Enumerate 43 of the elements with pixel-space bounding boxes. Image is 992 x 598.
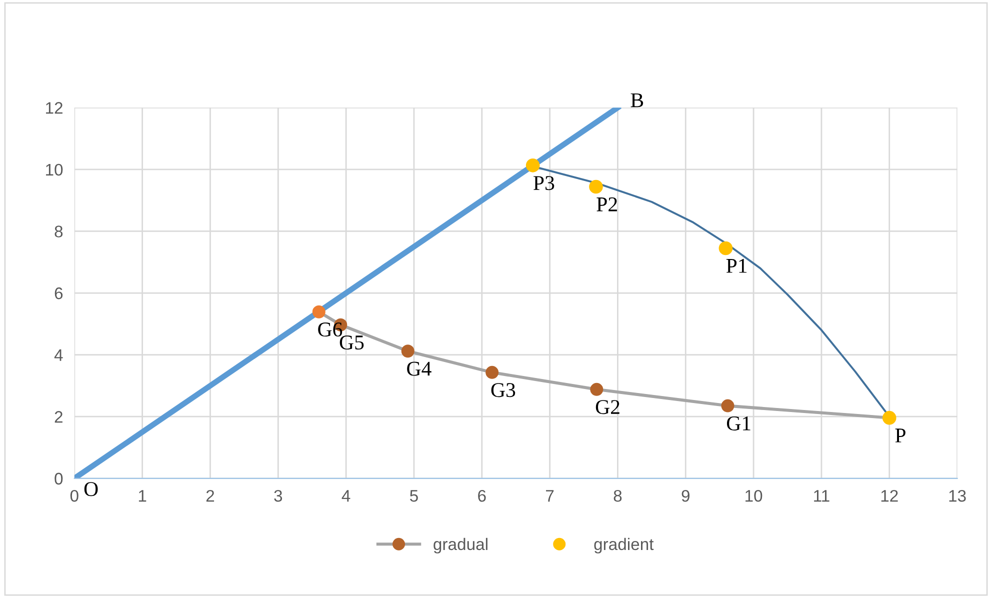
- annotation: G4: [407, 362, 432, 376]
- annotation: G3: [491, 383, 516, 398]
- x-tick-label: 4: [342, 490, 350, 502]
- x-tick-label: 12: [881, 490, 898, 502]
- annotation: O: [84, 482, 98, 496]
- point: [401, 344, 414, 358]
- annotation: P: [895, 428, 906, 442]
- x-tick-label: 1: [138, 490, 146, 502]
- x-tick-label: 6: [478, 490, 486, 502]
- x-tick-label: 10: [746, 490, 762, 502]
- annotation: P2: [596, 197, 617, 212]
- x-tick-label: 13: [949, 490, 966, 502]
- y-tick-label: 6: [54, 287, 63, 300]
- annotation: G6: [318, 322, 342, 337]
- y-tick-label: 10: [46, 164, 63, 176]
- y-tick-label: 8: [54, 226, 63, 238]
- x-tick-label: 8: [614, 490, 622, 502]
- point: [589, 180, 603, 194]
- legend-label: gradual: [434, 538, 488, 554]
- point: [312, 305, 326, 318]
- legend-label: gradient: [594, 538, 654, 554]
- x-tick-label: 7: [546, 490, 554, 502]
- annotation: P1: [726, 258, 747, 273]
- y-tick-label: 12: [46, 102, 62, 114]
- y-tick-label: 0: [54, 472, 63, 485]
- annotation: G5: [340, 336, 364, 350]
- x-tick-label: 11: [814, 490, 830, 502]
- point: [718, 241, 733, 256]
- annotation: B: [630, 93, 644, 108]
- x-tick-label: 0: [70, 490, 78, 502]
- annotation: G2: [596, 400, 620, 414]
- y-tick-label: 4: [54, 349, 63, 361]
- point: [486, 366, 499, 379]
- annotation: G1: [726, 416, 750, 430]
- x-tick-label: 5: [410, 490, 418, 502]
- x-tick-label: 2: [206, 490, 214, 502]
- point: [590, 382, 604, 396]
- point: [721, 399, 734, 412]
- y-tick-label: 2: [54, 411, 62, 423]
- point: [526, 158, 540, 172]
- annotation: P3: [534, 176, 554, 190]
- x-tick-label: 9: [682, 490, 690, 502]
- x-tick-label: 3: [274, 490, 282, 502]
